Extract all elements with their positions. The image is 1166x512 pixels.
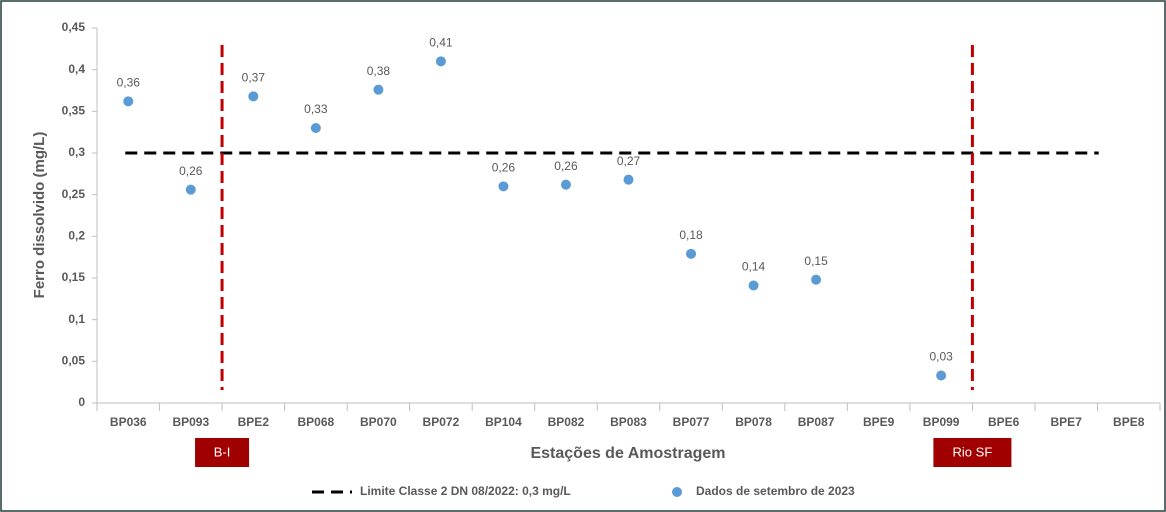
point: [310, 123, 321, 133]
x-tick-label: BPE6: [988, 415, 1020, 429]
point: [623, 174, 634, 185]
y-tick-label: 0,3: [68, 145, 85, 159]
x-tick-label: BPE2: [238, 415, 270, 429]
x-tick-label: BPE8: [1113, 415, 1145, 429]
x-tick-label: BP104: [485, 415, 522, 429]
data-label: 0,37: [242, 71, 266, 85]
data-label: 0,27: [617, 154, 641, 168]
divider-label: B-I: [214, 444, 231, 459]
point: [560, 179, 571, 190]
x-tick-label: BP036: [110, 415, 147, 429]
y-tick-label: 0,1: [68, 312, 85, 326]
point: [435, 56, 446, 67]
data-label: 0,14: [742, 260, 766, 274]
divider-label: Rio SF: [953, 444, 993, 459]
x-tick-label: BP070: [360, 415, 397, 429]
data-label: 0,26: [179, 164, 203, 178]
data-label: 0,26: [492, 161, 516, 175]
x-tick-label: BPE7: [1051, 415, 1083, 429]
point: [248, 91, 259, 102]
x-tick-label: BP099: [923, 415, 960, 429]
x-tick-label: BP093: [172, 415, 209, 429]
x-axis-title: Estações de Amostragem: [530, 445, 725, 462]
y-axis-title: Ferro dissolvido (mg/L): [31, 132, 48, 299]
y-tick-label: 0: [78, 395, 85, 409]
point: [123, 96, 134, 107]
data-label: 0,33: [304, 102, 328, 116]
y-tick-label: 0,35: [62, 104, 86, 118]
point: [748, 280, 759, 291]
x-tick-label: BP072: [423, 415, 460, 429]
point: [686, 248, 697, 259]
data-label: 0,38: [367, 64, 391, 78]
data-label: 0,18: [679, 228, 703, 242]
x-tick-label: BP083: [610, 415, 647, 429]
point: [811, 274, 822, 285]
x-tick-label: BP082: [548, 415, 585, 429]
point: [373, 84, 384, 95]
x-tick-label: BP068: [298, 415, 335, 429]
legend-label: Limite Classe 2 DN 08/2022: 0,3 mg/L: [360, 484, 571, 498]
data-label: 0,15: [804, 254, 828, 268]
point: [936, 370, 947, 381]
x-tick-label: BP077: [673, 415, 710, 429]
x-tick-label: BPE9: [863, 415, 895, 429]
y-tick-label: 0,2: [68, 229, 85, 243]
legend-point-swatch: [672, 487, 682, 497]
y-tick-label: 0,4: [68, 62, 85, 76]
point: [498, 181, 509, 192]
point: [185, 184, 196, 195]
y-tick-label: 0,05: [62, 354, 86, 368]
x-tick-label: BP087: [798, 415, 835, 429]
data-label: 0,26: [554, 159, 578, 173]
divider-label-box: [195, 438, 250, 467]
x-tick-label: BP078: [735, 415, 772, 429]
y-tick-label: 0,45: [62, 20, 86, 34]
divider-label-box: [933, 438, 1012, 467]
data-label: 0,41: [429, 36, 453, 50]
y-tick-label: 0,25: [62, 187, 86, 201]
data-label: 0,03: [929, 350, 953, 364]
y-tick-label: 0,15: [62, 270, 86, 284]
data-label: 0,36: [117, 76, 141, 90]
legend-label: Dados de setembro de 2023: [696, 484, 855, 498]
